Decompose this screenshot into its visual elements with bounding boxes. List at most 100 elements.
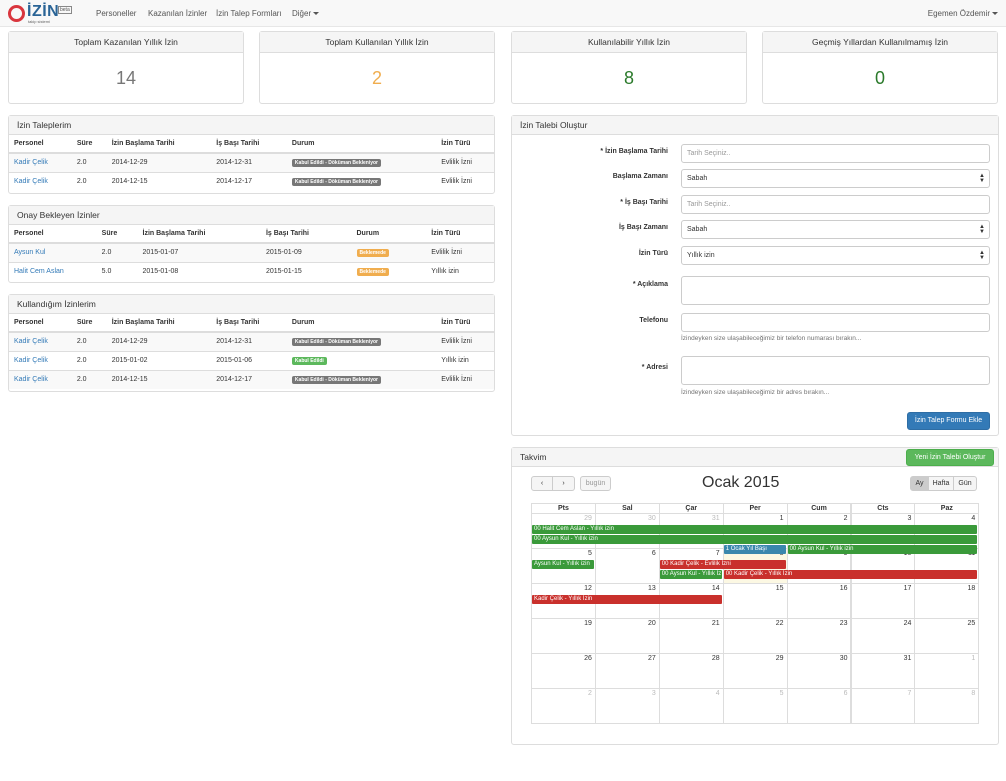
nav-izin-talep-formlari[interactable]: İzin Talep Formları: [216, 9, 282, 18]
person-link[interactable]: Kadir Çelik: [14, 159, 48, 167]
status-cell: Kabul Edildi: [286, 350, 437, 370]
day-cell[interactable]: 31: [850, 654, 916, 689]
nav-kazanilan-izinler[interactable]: Kazanılan İzinler: [148, 9, 208, 18]
day-cell[interactable]: 15: [722, 584, 788, 619]
view-week-button[interactable]: Hafta: [929, 476, 954, 491]
person-cell: Kadir Çelik: [9, 171, 72, 191]
day-number: 3: [907, 515, 912, 522]
day-cell[interactable]: 1: [914, 654, 980, 689]
calendar-event[interactable]: Aysun Kul - Yıllık izin: [532, 560, 594, 569]
nav-diger[interactable]: Diğer: [292, 9, 320, 18]
status-cell: Kabul Edildi - Döküman Bekleniyor: [286, 331, 437, 351]
duration-cell: 5.0: [101, 268, 112, 276]
calendar-event[interactable]: Kadir Çelik - Yıllık İzin: [532, 595, 722, 604]
stat-value: 14: [115, 68, 137, 88]
table-row: Aysun Kul 2.0 2015-01-07 2015-01-09 Beklemed…: [9, 242, 494, 262]
stat-available: Kullanılabilir Yıllık İzin 8: [511, 31, 747, 104]
column-header: İzin Başlama Tarihi: [106, 314, 212, 333]
brand-badge: beta: [58, 6, 72, 14]
day-cell[interactable]: 5: [722, 689, 788, 724]
description-textarea[interactable]: [681, 276, 990, 305]
day-cell[interactable]: 30: [786, 654, 852, 689]
day-cell[interactable]: 19: [531, 619, 596, 654]
person-link[interactable]: Kadir Çelik: [14, 338, 48, 346]
today-button[interactable]: bugün: [580, 476, 611, 491]
status-label: Kabul Edildi - Döküman Bekleniyor: [291, 375, 381, 384]
day-number: 22: [775, 620, 784, 627]
day-cell[interactable]: 4: [658, 689, 724, 724]
day-cell[interactable]: 23: [786, 619, 852, 654]
address-textarea[interactable]: [681, 356, 990, 385]
day-cell[interactable]: 20: [594, 619, 660, 654]
person-link[interactable]: Kadir Çelik: [14, 357, 48, 364]
view-day-button[interactable]: Gün: [954, 476, 977, 491]
start-time-select[interactable]: Sabah ▲ ▼: [681, 169, 990, 188]
day-cell[interactable]: 6: [786, 689, 852, 724]
calendar-event[interactable]: 1 Ocak Yıl Başı: [723, 545, 786, 554]
table-row: Kadir Çelik 2.0 2014-12-15 2014-12-17 Kabul …: [9, 369, 494, 389]
day-cell[interactable]: 7: [850, 689, 916, 724]
person-link[interactable]: Kadir Çelik: [14, 178, 48, 186]
day-number: 1: [971, 655, 976, 662]
leave-type-cell: Evlilik İzni: [441, 159, 472, 167]
leave-form-panel: İzin Talebi Oluştur * İzin Başlama Tarih…: [511, 115, 999, 436]
return-date-input[interactable]: Tarih Seçiniz..: [681, 195, 990, 214]
day-cell[interactable]: 6: [594, 549, 660, 584]
person-link[interactable]: Kadir Çelik: [14, 376, 48, 384]
day-cell[interactable]: 3: [594, 689, 660, 724]
day-cell[interactable]: 27: [594, 654, 660, 689]
day-cell[interactable]: 21: [658, 619, 724, 654]
return-time-label: İş Başı Zamanı: [618, 224, 668, 231]
day-cell[interactable]: 16: [786, 584, 852, 619]
stat-title: Toplam Kazanılan Yıllık İzin: [9, 32, 243, 53]
submit-leave-form-button[interactable]: İzin Talep Formu Ekle: [907, 412, 990, 430]
day-cell[interactable]: 2: [531, 689, 596, 724]
return-cell: 2014-12-31: [211, 331, 287, 351]
start-cell: 2015-01-07: [137, 242, 261, 262]
day-cell[interactable]: 8: [914, 689, 980, 724]
column-header: Personel: [9, 135, 72, 154]
calendar-event[interactable]: 00 Kadir Çelik - Evlilik İzni: [659, 560, 786, 569]
next-month-button[interactable]: ›: [553, 476, 575, 491]
calendar-event[interactable]: 00 Halit Cem Aslan - Yıllık izin: [532, 525, 978, 534]
caret-down-icon: [992, 12, 998, 16]
day-cell[interactable]: 25: [914, 619, 980, 654]
leave-type-cell: Evlilik İzni: [431, 249, 462, 257]
chevron-left-icon: ‹: [540, 480, 544, 487]
stat-used: Toplam Kullanılan Yıllık İzin 2: [259, 31, 495, 104]
day-cell[interactable]: 22: [722, 619, 788, 654]
logo[interactable]: İZİN beta takip sistemi: [8, 3, 72, 24]
calendar-event[interactable]: 00 Aysun Kul - Yıllık izin: [532, 535, 978, 544]
person-link[interactable]: Aysun Kul: [14, 249, 46, 257]
pending-panel: Onay Bekleyen İzinler Personel Süre İzin B…: [8, 205, 495, 283]
start-date-input[interactable]: Tarih Seçiniz..: [681, 144, 990, 163]
phone-input[interactable]: [681, 313, 990, 332]
calendar-event[interactable]: 00 Kadir Çelik - Yıllık İzin: [723, 570, 978, 579]
day-cell[interactable]: 24: [850, 619, 916, 654]
person-link[interactable]: Halit Cem Aslan: [14, 268, 64, 276]
day-cell[interactable]: 18: [914, 584, 980, 619]
day-cell[interactable]: 29: [722, 654, 788, 689]
new-leave-request-button[interactable]: Yeni İzin Talebi Oluştur: [906, 449, 994, 466]
day-number: 16: [839, 585, 848, 592]
person-cell: Aysun Kul: [9, 242, 97, 262]
calendar-event[interactable]: 00 Aysun Kul - Yıllık İz: [659, 570, 722, 579]
return-time-select[interactable]: Sabah ▲ ▼: [681, 220, 990, 239]
day-cell[interactable]: 28: [658, 654, 724, 689]
table-row: Kadir Çelik 2.0 2015-01-02 2015-01-06 Kabul …: [9, 350, 494, 370]
leave-type-select[interactable]: Yıllık izin ▲ ▼: [681, 246, 990, 265]
day-cell[interactable]: 26: [531, 654, 596, 689]
day-cell[interactable]: 17: [850, 584, 916, 619]
calendar-event[interactable]: 00 Aysun Kul - Yıllık izin: [787, 545, 978, 554]
nav-personeller[interactable]: Personeller: [96, 9, 137, 18]
user-menu[interactable]: Egemen Özdemir: [928, 9, 998, 18]
day-number: 4: [715, 690, 720, 697]
column-header: İzin Başlama Tarihi: [137, 225, 261, 244]
duration-cell: 2.0: [76, 376, 87, 384]
view-month-button[interactable]: Ay: [910, 476, 929, 491]
prev-month-button[interactable]: ‹: [531, 476, 553, 491]
return-date-cell: 2014-12-31: [216, 159, 253, 167]
duration-cell: 2.0: [101, 249, 112, 257]
panel-title: İzin Talebi Oluştur: [512, 116, 998, 135]
column-header: Durum: [351, 225, 427, 244]
